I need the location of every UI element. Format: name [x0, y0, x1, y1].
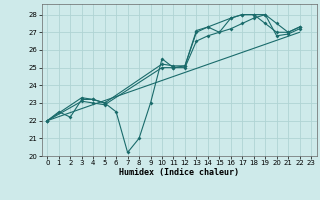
- X-axis label: Humidex (Indice chaleur): Humidex (Indice chaleur): [119, 168, 239, 177]
